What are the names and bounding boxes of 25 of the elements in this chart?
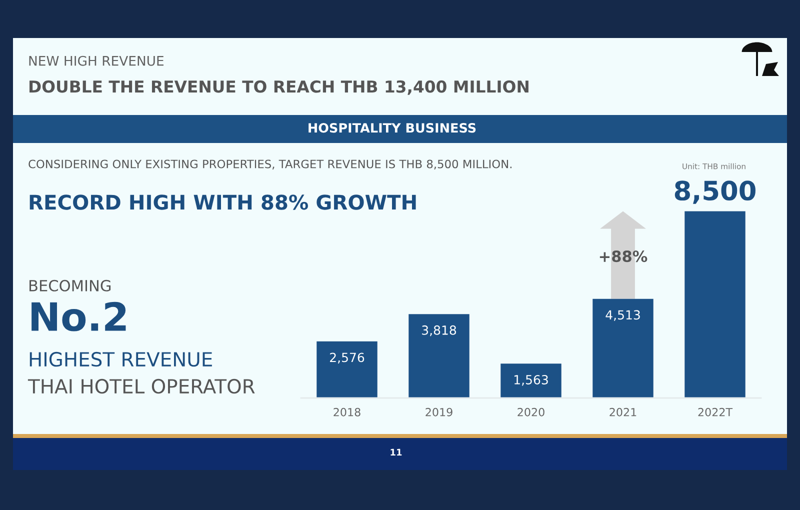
data-label: 2,576 xyxy=(330,352,364,364)
chart-title: DOUBLE THE REVENUE TO REACH THB 13,400 MILLION xyxy=(30,80,528,95)
text: BECOMING xyxy=(30,280,111,292)
bar xyxy=(316,341,378,398)
data-label: 3,818 xyxy=(422,325,456,336)
x-tick-label: 2020 xyxy=(518,408,544,416)
bar xyxy=(500,364,562,398)
data-label: 4,513 xyxy=(606,310,640,321)
data-label: 8,500 xyxy=(674,180,756,204)
text: THAI HOTEL OPERATOR xyxy=(28,378,255,394)
text: NEW HIGH REVENUE xyxy=(29,56,164,66)
bar xyxy=(408,314,470,398)
x-tick-label: 2018 xyxy=(334,408,360,416)
data-label: 1,563 xyxy=(514,374,548,386)
x-tick-label: 2022T xyxy=(698,408,733,416)
x-tick-label: 2021 xyxy=(610,408,636,416)
annotation: +88% xyxy=(600,250,648,262)
text: HOSPITALITY BUSINESS xyxy=(308,123,476,133)
text: 11 xyxy=(390,448,402,456)
text: RECORD HIGH WITH 88% GROWTH xyxy=(30,194,416,210)
text: CONSIDERING ONLY EXISTING PROPERTIES, TARGET REVENUE IS THB 8,500 MILLION. xyxy=(28,160,512,170)
text: No.2 xyxy=(32,302,126,332)
bar xyxy=(684,211,746,398)
x-tick-label: 2019 xyxy=(426,408,452,416)
text: HIGHEST REVENUE xyxy=(30,352,212,367)
